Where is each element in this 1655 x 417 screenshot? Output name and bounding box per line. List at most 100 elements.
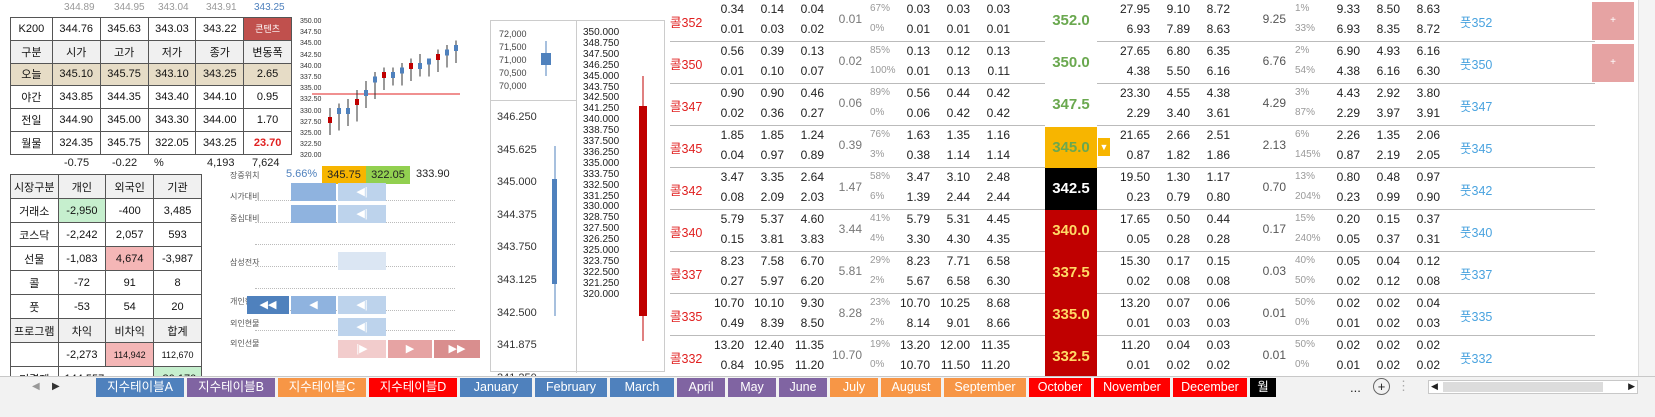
call-price[interactable]: 3.81 [760,232,784,246]
cell[interactable]: 4,674 [105,246,155,271]
call-price[interactable]: 0.90 [720,86,744,100]
k200-h1[interactable]: 344.76 [51,17,101,41]
put-ext[interactable]: 1.35 [1376,128,1400,142]
put-price[interactable]: 0.06 [1206,296,1230,310]
call-label[interactable]: 콜342 [670,184,703,198]
k200-h3[interactable]: 343.03 [147,17,197,41]
call-ext[interactable]: 2.44 [946,190,970,204]
cell[interactable]: -2,950 [57,198,107,223]
call-price[interactable]: 0.02 [720,106,744,120]
cell[interactable]: 324.35 [51,130,101,155]
put-ext[interactable]: 6.16 [1376,64,1400,78]
call-ext[interactable]: 0.11 [987,64,1010,78]
call-ext[interactable]: 0.13 [986,44,1010,58]
horizontal-scrollbar[interactable]: ◀ ▶ [1428,380,1638,394]
call-ext[interactable]: 0.06 [906,106,930,120]
put-ext[interactable]: 8.50 [1376,2,1400,16]
call-ext[interactable]: 2.44 [986,190,1010,204]
strike-price[interactable]: 342.5 [1045,168,1097,210]
cell[interactable]: 23.70 [243,130,292,155]
call-ext[interactable]: 0.38 [906,148,930,162]
put-ext[interactable]: 0.15 [1376,212,1400,226]
call-price[interactable]: 7.58 [760,254,784,268]
put-mid[interactable]: 0.17 [1262,222,1286,236]
put-price[interactable]: 4.38 [1206,86,1230,100]
put-price[interactable]: 0.02 [1126,274,1150,288]
sheet-tab[interactable]: 지수테이블B [187,378,275,397]
cell[interactable]: 345.10 [51,62,101,87]
put-ext[interactable]: 2.05 [1416,148,1440,162]
put-ext[interactable]: 0.02 [1336,274,1360,288]
put-ext[interactable]: 4.93 [1376,44,1400,58]
put-ext[interactable]: 6.30 [1416,64,1440,78]
put-price[interactable]: 0.07 [1166,296,1190,310]
call-price[interactable]: 1.24 [800,128,824,142]
put-mid[interactable]: 9.25 [1262,12,1286,26]
cell[interactable]: 8 [153,270,202,295]
k200-h2[interactable]: 345.63 [99,17,149,41]
call-ext[interactable]: 5.79 [906,212,930,226]
call-ext[interactable]: 3.30 [906,232,930,246]
put-price[interactable]: 8.72 [1206,2,1230,16]
call-ext[interactable]: 11.35 [980,338,1010,352]
call-ext[interactable]: 9.01 [946,316,970,330]
put-price[interactable]: 2.66 [1166,128,1190,142]
call-ext[interactable]: 4.45 [986,212,1010,226]
put-label[interactable]: 풋340 [1460,226,1493,240]
put-ext[interactable]: 0.05 [1336,232,1360,246]
call-ext[interactable]: 8.14 [906,316,930,330]
put-price[interactable]: 6.80 [1166,44,1190,58]
call-price[interactable]: 9.30 [800,296,824,310]
call-ext[interactable]: 8.68 [986,296,1010,310]
put-price[interactable]: 17.65 [1119,212,1150,226]
put-price[interactable]: 2.29 [1126,106,1150,120]
vertical-scrollbar[interactable] [1638,0,1655,378]
put-price[interactable]: 0.03 [1166,316,1190,330]
put-ext[interactable]: 0.04 [1416,296,1440,310]
put-ext[interactable]: 0.02 [1336,296,1360,310]
put-ext[interactable]: 0.03 [1416,316,1440,330]
call-price[interactable]: 0.84 [720,358,744,372]
k200-select-cell[interactable]: 콘텐츠 [243,17,292,41]
put-ext[interactable]: 8.35 [1376,22,1400,36]
put-price[interactable]: 7.89 [1166,22,1190,36]
put-ext[interactable]: 8.63 [1416,2,1440,16]
put-mid[interactable]: 0.01 [1262,306,1286,320]
put-label[interactable]: 풋345 [1460,142,1493,156]
call-price[interactable]: 0.56 [720,44,744,58]
call-ext[interactable]: 8.66 [986,316,1010,330]
put-ext[interactable]: 9.33 [1336,2,1360,16]
sheet-tab[interactable]: June [779,378,827,397]
put-price[interactable]: 1.82 [1166,148,1190,162]
call-price[interactable]: 0.34 [720,2,744,16]
call-price[interactable]: 0.07 [800,64,824,78]
call-price[interactable]: 0.02 [800,22,824,36]
call-price[interactable]: 0.01 [720,22,744,36]
put-price[interactable]: 21.65 [1119,128,1150,142]
sheet-tab[interactable]: 지수테이블C [278,378,366,397]
put-ext[interactable]: 0.02 [1416,358,1440,372]
call-price[interactable]: 8.23 [720,254,744,268]
call-price[interactable]: 0.13 [800,44,824,58]
strike-price[interactable]: 350.0 [1045,42,1097,84]
put-price[interactable]: 9.10 [1166,2,1190,16]
call-price[interactable]: 5.97 [760,274,784,288]
cell[interactable]: 322.05 [147,130,197,155]
cell[interactable]: 114,942 [105,342,155,367]
call-price[interactable]: 8.50 [800,316,824,330]
strike-price[interactable]: 352.0 [1045,0,1097,42]
cell[interactable]: 344.90 [51,108,101,132]
put-price[interactable]: 1.30 [1166,170,1190,184]
call-price[interactable]: 3.83 [800,232,824,246]
call-price[interactable]: 0.03 [760,22,784,36]
put-ext[interactable]: 2.92 [1376,86,1400,100]
put-price[interactable]: 8.63 [1206,22,1230,36]
put-price[interactable]: 0.50 [1166,212,1190,226]
call-price[interactable]: 11.35 [794,338,824,352]
cell[interactable]: 2.65 [243,62,292,87]
put-price[interactable]: 0.08 [1206,274,1230,288]
call-label[interactable]: 콜337 [670,268,703,282]
call-ext[interactable]: 10.25 [939,296,970,310]
call-price[interactable]: 0.97 [760,148,784,162]
put-price[interactable]: 11.20 [1120,338,1150,352]
